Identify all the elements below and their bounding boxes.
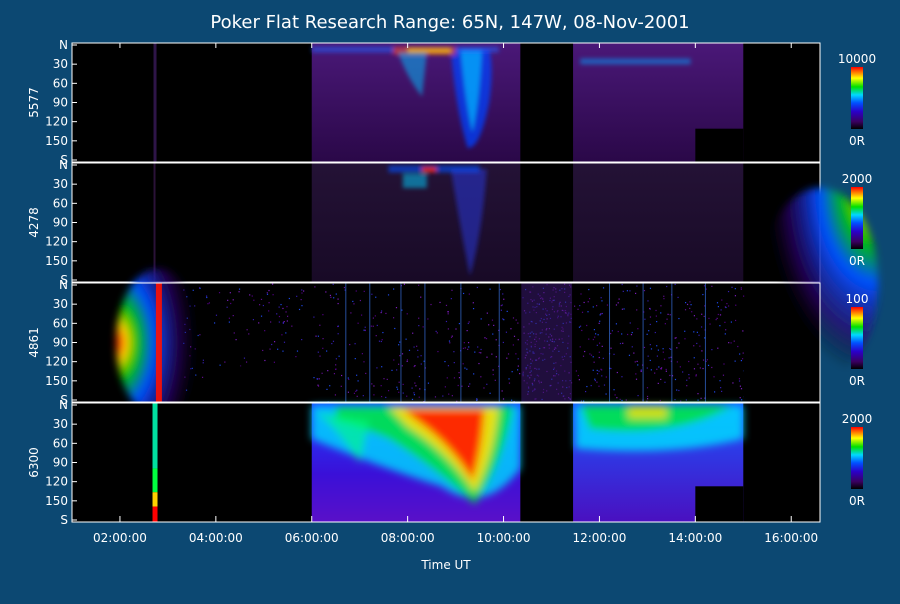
x-tick-label: 04:00:00 — [189, 531, 243, 545]
y-tick-label: 150 — [45, 374, 68, 388]
colorbar-5577-min: 0R — [849, 134, 865, 148]
colorbar-4278: 2000 0R — [842, 172, 873, 268]
y-tick-label: N — [59, 398, 68, 412]
y-tick-label: 150 — [45, 254, 68, 268]
colorbar-4861-min: 0R — [849, 374, 865, 388]
panel-5577-aurora — [311, 46, 691, 148]
colorbar-6300-min: 0R — [849, 494, 865, 508]
colorbar-6300: 2000 0R — [842, 412, 873, 508]
y-tick-label: S — [60, 153, 68, 167]
panel-label-4278: 4278 — [27, 207, 41, 238]
y-tick-label: 60 — [53, 196, 68, 210]
panel-label-4861: 4861 — [27, 327, 41, 358]
time-axis: 02:00:00 04:00:00 06:00:00 08:00:00 10:00:00… — [93, 43, 818, 545]
panel-4278: N 30 60 90 120 150 S 4278 — [27, 158, 821, 287]
panel-6300-gap-block — [695, 486, 744, 522]
panel-5577-streak — [153, 43, 157, 162]
panel-4861-noise-band — [521, 283, 573, 402]
x-tick-label: 12:00:00 — [572, 531, 626, 545]
colorbar-4861: 100 0R — [846, 292, 869, 388]
y-tick-label: 120 — [45, 115, 68, 129]
panel-4861-stripe — [460, 283, 462, 402]
panel-4861-gap-block — [203, 366, 303, 402]
x-tick-label: 02:00:00 — [93, 531, 147, 545]
panel-6300-streak — [152, 403, 158, 522]
panel-6300-aurora — [311, 405, 744, 505]
panel-4861-stripe — [498, 283, 500, 402]
x-tick-label: 08:00:00 — [381, 531, 435, 545]
panel-4861-stripe — [671, 283, 673, 402]
x-tick-label: 10:00:00 — [477, 531, 531, 545]
y-tick-label: 30 — [53, 297, 68, 311]
y-tick-label: 90 — [53, 96, 68, 110]
y-tick-label: 60 — [53, 436, 68, 450]
colorbar-4861-max: 100 — [846, 292, 869, 306]
y-tick-label: S — [60, 273, 68, 287]
y-tick-label: 150 — [45, 494, 68, 508]
y-tick-label: 120 — [45, 355, 68, 369]
panel-4278-streak — [153, 163, 156, 282]
panel-label-6300: 6300 — [27, 447, 41, 478]
chart-title: Poker Flat Research Range: 65N, 147W, 08… — [210, 12, 689, 33]
y-tick-label: N — [59, 158, 68, 172]
panel-4861-stripe — [424, 283, 426, 402]
y-tick-label: 90 — [53, 456, 68, 470]
colorbar-4861-scale — [851, 307, 863, 369]
panel-4278-data-segment-2 — [573, 163, 744, 282]
y-tick-label: N — [59, 278, 68, 292]
y-tick-label: 60 — [53, 316, 68, 330]
colorbar-4278-min: 0R — [849, 254, 865, 268]
colorbar-6300-scale — [851, 427, 863, 489]
panel-4861-stripe — [400, 283, 402, 402]
x-tick-label: 16:00:00 — [764, 531, 818, 545]
colorbar-5577: 10000 0R — [838, 52, 876, 148]
panel-4861-edge-line — [155, 283, 162, 402]
panel-4861: N 30 60 90 120 150 S 4861 — [27, 187, 878, 417]
colorbars: 10000 0R 2000 0R 100 0R 2000 0R — [838, 52, 876, 508]
y-tick-label: 90 — [53, 216, 68, 230]
panel-4861-stripe — [609, 283, 611, 402]
panel-4861-stripe — [369, 283, 371, 402]
x-axis-label: Time UT — [420, 558, 471, 572]
x-tick-label: 14:00:00 — [668, 531, 722, 545]
colorbar-4278-max: 2000 — [842, 172, 873, 186]
y-tick-label: S — [60, 393, 68, 407]
y-tick-label: 30 — [53, 177, 68, 191]
panel-label-5577: 5577 — [27, 87, 41, 118]
panel-6300: N 30 60 90 120 150 S 6300 — [27, 398, 821, 527]
y-tick-label: 30 — [53, 57, 68, 71]
panel-4278-aurora — [388, 165, 487, 277]
y-tick-label: N — [59, 38, 68, 52]
y-tick-label: 120 — [45, 475, 68, 489]
y-tick-label: 150 — [45, 134, 68, 148]
colorbar-5577-scale — [851, 67, 863, 129]
y-tick-label: 60 — [53, 76, 68, 90]
colorbar-4278-scale — [851, 187, 863, 249]
panel-5577-gap-block — [695, 128, 744, 162]
y-tick-label: 90 — [53, 336, 68, 350]
y-tick-label: 120 — [45, 235, 68, 249]
colorbar-5577-max: 10000 — [838, 52, 876, 66]
panels: N 30 60 90 120 150 S 5577 N 30 60 90 120 150 S 4278 N 30 6… — [27, 38, 878, 527]
panel-4861-stripe — [642, 283, 644, 402]
panel-4861-stripe — [704, 283, 706, 402]
panel-5577: N 30 60 90 120 150 S 5577 — [27, 38, 821, 167]
colorbar-6300-max: 2000 — [842, 412, 873, 426]
x-tick-label: 06:00:00 — [285, 531, 339, 545]
y-tick-label: S — [60, 513, 68, 527]
y-tick-label: 30 — [53, 417, 68, 431]
panel-4861-stripe — [345, 283, 347, 402]
